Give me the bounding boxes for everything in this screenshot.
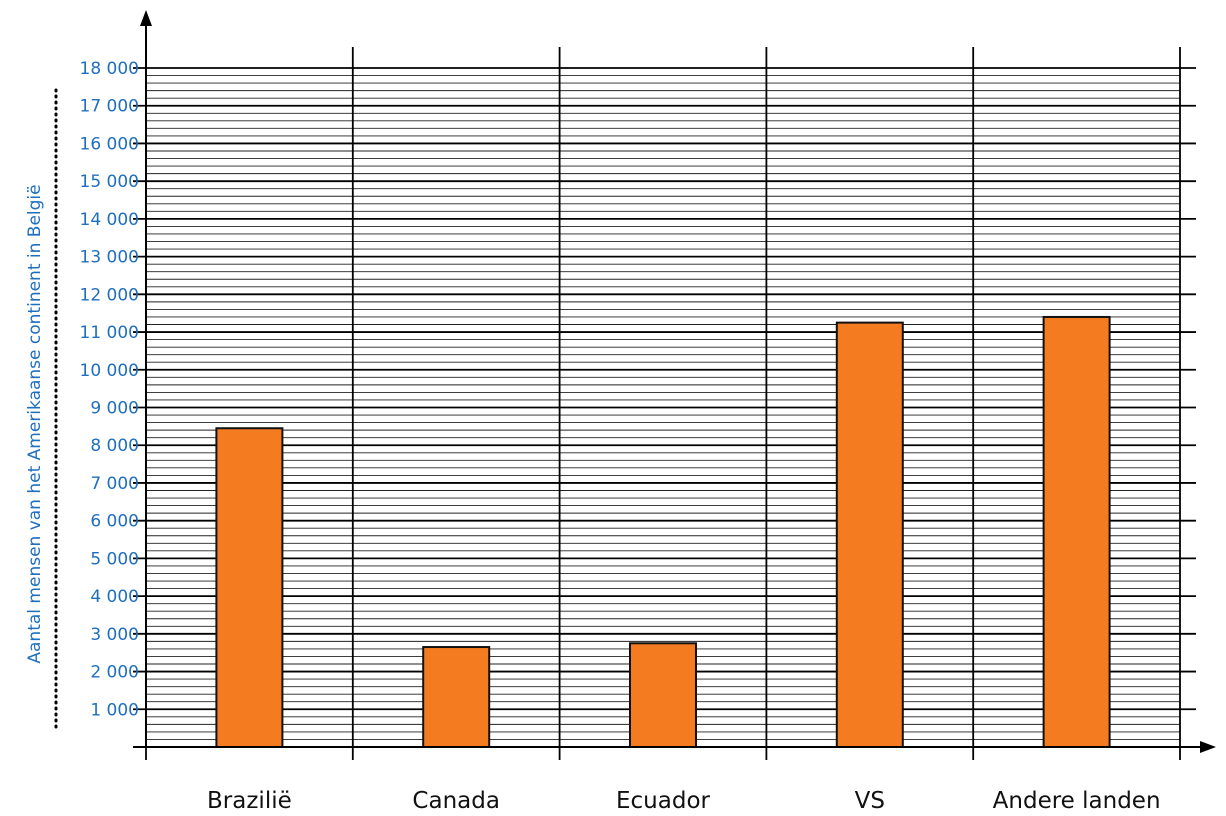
y-tick-label: 12 000 <box>80 285 139 305</box>
bar <box>215 427 284 748</box>
y-tick-label: 3 000 <box>90 625 139 645</box>
major-gridlines <box>133 67 1196 711</box>
x-axis-arrow <box>1200 741 1216 753</box>
x-category-label: Canada <box>412 788 500 814</box>
minor-gridlines <box>146 75 1180 740</box>
y-tick-label: 5 000 <box>90 549 139 569</box>
category-dividers <box>145 47 1181 760</box>
y-tick-label: 11 000 <box>80 323 139 343</box>
y-tick-label: 16 000 <box>80 134 139 154</box>
x-category-label: VS <box>855 788 885 814</box>
y-tick-label: 13 000 <box>80 248 139 268</box>
y-tick-label: 1 000 <box>90 700 139 720</box>
x-category-labels: Brazilië Canada Ecuador VS Andere landen <box>207 788 1161 814</box>
x-category-label: Ecuador <box>616 788 711 814</box>
y-tick-labels: 1 000 2 000 3 000 4 000 5 000 6 000 7 000 8 000… <box>80 59 139 720</box>
y-tick-label: 6 000 <box>90 512 139 532</box>
y-tick-label: 7 000 <box>90 474 139 494</box>
y-tick-label: 2 000 <box>90 663 139 683</box>
bar <box>629 642 697 749</box>
x-category-label: Andere landen <box>993 788 1161 814</box>
y-tick-label: 4 000 <box>90 587 139 607</box>
y-axis-label: Aantal mensen van het Amerikaanse contin… <box>25 184 45 663</box>
axes <box>133 10 1216 753</box>
y-tick-label: 10 000 <box>80 361 139 381</box>
y-tick-label: 9 000 <box>90 399 139 419</box>
y-axis-arrow <box>140 10 152 26</box>
y-tick-label: 15 000 <box>80 172 139 192</box>
y-tick-label: 18 000 <box>80 59 139 79</box>
y-tick-label: 17 000 <box>80 97 139 117</box>
bar <box>1042 315 1111 748</box>
y-tick-label: 14 000 <box>80 210 139 230</box>
bar <box>422 646 491 749</box>
bars <box>215 315 1111 749</box>
y-tick-label: 8 000 <box>90 436 139 456</box>
bar <box>835 321 904 748</box>
x-category-label: Brazilië <box>207 788 292 814</box>
